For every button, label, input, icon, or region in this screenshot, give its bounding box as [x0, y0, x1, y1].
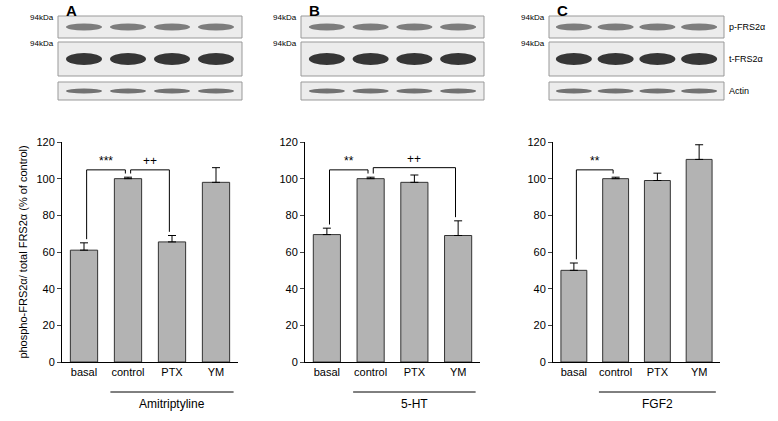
svg-text:PTX: PTX [647, 366, 669, 378]
svg-text:0: 0 [292, 356, 298, 368]
svg-text:40: 40 [534, 283, 546, 295]
svg-text:YM: YM [208, 366, 225, 378]
svg-text:phospho-FRS2α/ total FRS2α (%: phospho-FRS2α/ total FRS2α (% of control… [17, 145, 29, 358]
svg-text:5-HT: 5-HT [401, 397, 428, 411]
svg-text:basal: basal [561, 366, 587, 378]
svg-text:p-FRS2α: p-FRS2α [729, 22, 765, 32]
svg-text:20: 20 [286, 319, 298, 331]
svg-text:60: 60 [43, 246, 55, 258]
svg-text:120: 120 [527, 136, 545, 148]
svg-text:++: ++ [407, 152, 421, 166]
svg-text:Amitriptyline: Amitriptyline [139, 397, 205, 411]
svg-text:A: A [66, 2, 77, 19]
svg-text:94kDa: 94kDa [273, 13, 297, 22]
svg-text:80: 80 [534, 209, 546, 221]
svg-text:60: 60 [286, 246, 298, 258]
svg-text:PTX: PTX [161, 366, 183, 378]
svg-text:60: 60 [534, 246, 546, 258]
svg-text:100: 100 [279, 173, 297, 185]
svg-text:t-FRS2α: t-FRS2α [729, 54, 763, 64]
svg-text:PTX: PTX [404, 366, 426, 378]
svg-text:Actin: Actin [729, 86, 749, 96]
svg-text:***: *** [99, 154, 113, 168]
svg-text:20: 20 [534, 319, 546, 331]
svg-text:**: ** [590, 154, 600, 168]
svg-text:120: 120 [36, 136, 54, 148]
svg-text:94kDa: 94kDa [30, 13, 54, 22]
svg-text:C: C [557, 2, 568, 19]
svg-text:YM: YM [450, 366, 467, 378]
svg-text:YM: YM [691, 366, 708, 378]
svg-text:**: ** [344, 154, 354, 168]
svg-text:100: 100 [527, 173, 545, 185]
svg-text:80: 80 [43, 209, 55, 221]
svg-text:control: control [599, 366, 632, 378]
svg-text:B: B [309, 2, 320, 19]
svg-text:40: 40 [286, 283, 298, 295]
svg-text:94kDa: 94kDa [273, 39, 297, 48]
svg-text:FGF2: FGF2 [642, 397, 673, 411]
svg-text:0: 0 [540, 356, 546, 368]
svg-text:0: 0 [49, 356, 55, 368]
svg-text:94kDa: 94kDa [30, 39, 54, 48]
svg-text:++: ++ [143, 154, 157, 168]
svg-text:control: control [354, 366, 387, 378]
svg-text:control: control [111, 366, 144, 378]
svg-text:40: 40 [43, 283, 55, 295]
svg-text:80: 80 [286, 209, 298, 221]
svg-text:120: 120 [279, 136, 297, 148]
svg-text:basal: basal [314, 366, 340, 378]
svg-text:20: 20 [43, 319, 55, 331]
svg-text:basal: basal [71, 366, 97, 378]
svg-text:94kDa: 94kDa [521, 13, 545, 22]
svg-text:94kDa: 94kDa [521, 39, 545, 48]
svg-text:100: 100 [36, 173, 54, 185]
